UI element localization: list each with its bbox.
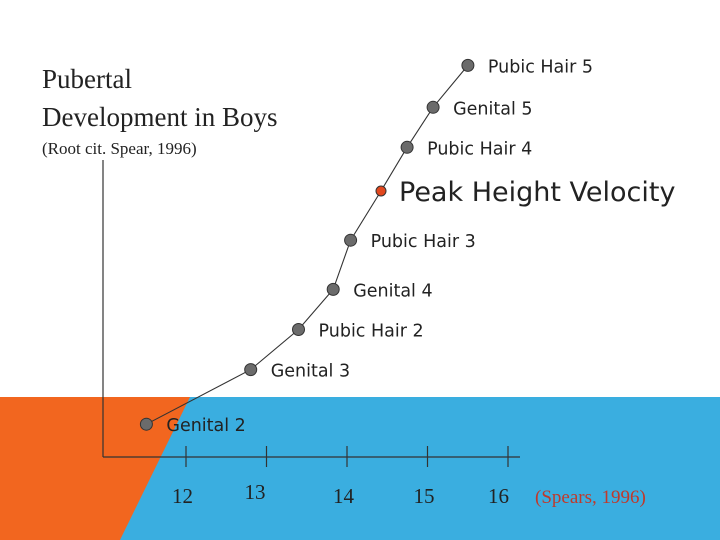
title-line-2: Development in Boys: [42, 102, 278, 132]
x-tick-label: 13: [245, 480, 266, 504]
blue-band: [0, 397, 720, 540]
data-point-marker: [344, 233, 358, 247]
data-point-marker: [375, 185, 387, 197]
data-markers: [139, 58, 475, 431]
orange-band: [0, 397, 190, 540]
slide-title: Pubertal Development in Boys: [42, 60, 342, 136]
x-tick-label: 14: [333, 484, 355, 508]
data-point-marker: [400, 140, 414, 154]
data-point-label: Peak Height Velocity: [399, 177, 675, 208]
data-point-marker: [326, 282, 340, 296]
x-tick-labels: 12 13 14 15 16: [172, 480, 509, 508]
title-line-1: Pubertal: [42, 64, 132, 94]
x-ticks: [185, 446, 509, 467]
data-labels: Genital 2 Genital 3 Pubic Hair 2 Genital 4 P…: [166, 57, 675, 436]
data-point-label: Genital 4: [353, 281, 432, 301]
data-point-marker: [139, 417, 153, 431]
data-point-label: Pubic Hair 5: [488, 57, 593, 77]
data-point-label: Pubic Hair 2: [319, 322, 424, 342]
data-point-marker: [244, 363, 258, 377]
x-tick-label: 16: [488, 484, 509, 508]
data-point-label: Pubic Hair 4: [427, 139, 532, 159]
x-tick-label: 12: [172, 484, 193, 508]
data-point-marker: [426, 100, 440, 114]
citation: (Spears, 1996): [535, 487, 646, 508]
data-point-label: Genital 3: [271, 362, 350, 382]
data-point-marker: [461, 58, 475, 72]
x-tick-label: 15: [414, 484, 435, 508]
data-point-label: Pubic Hair 3: [371, 232, 476, 252]
data-point-marker: [292, 323, 305, 336]
data-point-label: Genital 2: [166, 416, 245, 436]
slide-subtitle: (Root cit. Spear, 1996): [42, 139, 197, 158]
data-point-label: Genital 5: [453, 99, 532, 119]
